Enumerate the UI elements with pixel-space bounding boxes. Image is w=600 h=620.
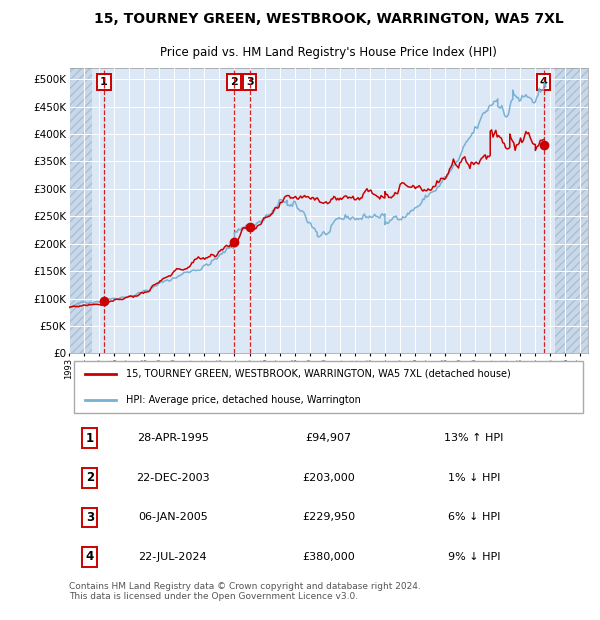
Bar (69, 68, 92, 353)
Text: 2: 2 (86, 471, 94, 484)
Text: £229,950: £229,950 (302, 512, 355, 522)
Text: 13% ↑ HPI: 13% ↑ HPI (444, 433, 503, 443)
Bar (555, 68, 588, 353)
Text: Price paid vs. HM Land Registry's House Price Index (HPI): Price paid vs. HM Land Registry's House … (160, 46, 497, 59)
Text: 22-JUL-2024: 22-JUL-2024 (139, 552, 207, 562)
Text: 6% ↓ HPI: 6% ↓ HPI (448, 512, 500, 522)
Text: 3: 3 (86, 511, 94, 524)
Text: 1% ↓ HPI: 1% ↓ HPI (448, 473, 500, 483)
FancyBboxPatch shape (74, 361, 583, 413)
Text: 28-APR-1995: 28-APR-1995 (137, 433, 209, 443)
Text: 22-DEC-2003: 22-DEC-2003 (136, 473, 209, 483)
Text: 9% ↓ HPI: 9% ↓ HPI (448, 552, 500, 562)
Text: 06-JAN-2005: 06-JAN-2005 (138, 512, 208, 522)
Text: HPI: Average price, detached house, Warrington: HPI: Average price, detached house, Warr… (126, 395, 361, 405)
Text: 1: 1 (86, 432, 94, 445)
Text: 15, TOURNEY GREEN, WESTBROOK, WARRINGTON, WA5 7XL: 15, TOURNEY GREEN, WESTBROOK, WARRINGTON… (94, 12, 563, 26)
Text: 3: 3 (246, 77, 253, 87)
Text: 4: 4 (539, 77, 548, 87)
Text: Contains HM Land Registry data © Crown copyright and database right 2024.
This d: Contains HM Land Registry data © Crown c… (69, 582, 421, 601)
Text: 15, TOURNEY GREEN, WESTBROOK, WARRINGTON, WA5 7XL (detached house): 15, TOURNEY GREEN, WESTBROOK, WARRINGTON… (126, 369, 511, 379)
Text: 2: 2 (230, 77, 238, 87)
Text: £94,907: £94,907 (305, 433, 352, 443)
Text: £380,000: £380,000 (302, 552, 355, 562)
Text: 4: 4 (86, 551, 94, 564)
Text: 1: 1 (100, 77, 108, 87)
Text: £203,000: £203,000 (302, 473, 355, 483)
